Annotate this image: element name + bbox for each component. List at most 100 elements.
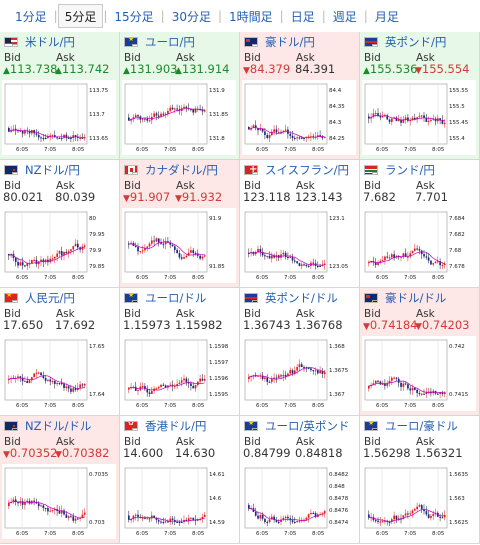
pair-header[interactable]: 米ドル/円 <box>4 35 75 49</box>
ask-value: 7.701 <box>415 190 448 204</box>
candle <box>282 130 285 133</box>
candle <box>416 248 418 250</box>
pair-name-link[interactable]: 豪ドル/円 <box>265 35 315 49</box>
pair-card[interactable]: ユーロ/ドルBidAsk1.159731.159821.15981.15971.… <box>120 288 240 416</box>
y-tick-label: 91.9 <box>209 216 222 222</box>
pair-name-link[interactable]: ユーロ/円 <box>145 35 195 49</box>
pair-name-link[interactable]: ランド/円 <box>385 163 435 177</box>
pair-card[interactable]: 豪ドル/円 Bid Ask ▼84.379 84.391 84.4 84.35 84.3 84.… <box>240 32 360 160</box>
pair-header[interactable]: 豪ドル/円 <box>244 35 315 49</box>
candle <box>439 261 441 266</box>
pair-card[interactable]: 人民元/円 Bid Ask 17.650 17.692 17.65 17.64 6:05 7:0… <box>0 288 120 416</box>
pair-name-link[interactable]: スイスフラン/円 <box>265 163 350 177</box>
pair-name-link[interactable]: ユーロ/英ポンド <box>265 419 350 433</box>
pair-name-link[interactable]: NZドル/円 <box>25 163 80 177</box>
tab-7[interactable]: 週足 <box>332 10 357 24</box>
pair-card[interactable]: カナダドル/円 Bid Ask ▼91.907 ▼91.932 91.9 91.85 6:05… <box>120 160 240 288</box>
pair-name-link[interactable]: 米ドル/円 <box>25 35 75 49</box>
mini-candlestick-chart[interactable]: 91.9 91.85 6:05 7:05 8:05 <box>122 208 236 283</box>
pair-card[interactable]: 香港ドル/円 Bid Ask 14.600 14.630 14.61 14.6 14.59 6:… <box>120 416 240 544</box>
pair-header[interactable]: スイスフラン/円 <box>244 163 349 177</box>
pair-name-link[interactable]: 豪ドル/ドル <box>385 291 447 305</box>
candle <box>388 257 391 259</box>
pair-card[interactable]: スイスフラン/円 Bid Ask 123.118 123.143 123.1 123.05 6… <box>240 160 360 288</box>
mini-candlestick-chart[interactable]: 1.5635 1.563 1.5625 6:05 7:05 8:05 <box>362 464 476 539</box>
pair-header[interactable]: ユーロ/英ポンド <box>244 419 349 433</box>
mini-candlestick-chart[interactable]: 0.8482 0.848 0.8478 0.8476 0.8474 6:05 7:05 8:0… <box>242 464 356 539</box>
flag-au-icon <box>244 37 258 47</box>
mini-candlestick-chart[interactable]: 80 79.95 79.9 79.85 6:05 7:05 8:05 <box>2 208 116 283</box>
tab-4[interactable]: 30分足 <box>171 10 211 24</box>
bid-value: ▼84.379 <box>243 62 291 76</box>
candle <box>409 513 412 515</box>
pair-name-link[interactable]: カナダドル/円 <box>145 163 218 177</box>
mini-candlestick-chart[interactable]: 113.75 113.7 113.65 6:05 7:05 8:05 <box>2 80 116 155</box>
mini-candlestick-chart[interactable]: 84.4 84.35 84.3 84.25 6:05 7:05 8:05 <box>242 80 356 155</box>
pair-card[interactable]: 豪ドル/ドル Bid Ask ▼0.74184 ▼0.74203 0.742 0.7415 6… <box>360 288 480 416</box>
pair-card[interactable]: ランド/円 Bid Ask 7.682 7.701 7.684 7.682 7.68 7.678… <box>360 160 480 288</box>
candle <box>70 516 72 518</box>
pair-header[interactable]: ユーロ/ドル <box>124 291 206 305</box>
pair-card[interactable]: 英ポンド/円 Bid Ask ▲155.536 ▼155.554 155.55 155.5 1… <box>360 32 480 160</box>
candle <box>12 499 15 503</box>
moving-average-line <box>8 501 85 519</box>
tab-5[interactable]: 1時間足 <box>229 10 273 24</box>
pair-header[interactable]: 香港ドル/円 <box>124 419 206 433</box>
pair-header[interactable]: ユーロ/豪ドル <box>364 419 458 433</box>
candle <box>171 244 174 247</box>
pair-card[interactable]: ユーロ/円BidAsk▲131.903▲131.914131.9131.8513… <box>120 32 240 160</box>
mini-candlestick-chart[interactable]: 0.7035 0.703 6:05 7:05 8:05 <box>2 464 116 539</box>
pair-card[interactable]: 米ドル/円 Bid Ask ▲113.738 ▲113.742 113.75 113.7 11… <box>0 32 120 160</box>
pair-header[interactable]: 豪ドル/ドル <box>364 291 446 305</box>
pair-name-link[interactable]: ユーロ/ドル <box>145 291 207 305</box>
mini-candlestick-chart[interactable]: 155.55 155.5 155.45 155.4 6:05 7:05 8:05 <box>362 80 476 155</box>
candle <box>439 118 441 120</box>
tab-6[interactable]: 日足 <box>290 10 315 24</box>
candle <box>42 259 45 263</box>
candle <box>305 264 308 266</box>
pair-name-link[interactable]: ユーロ/豪ドル <box>385 419 458 433</box>
candle <box>384 520 386 522</box>
pair-header[interactable]: ユーロ/円 <box>124 35 195 49</box>
mini-candlestick-chart[interactable]: 1.368 1.3675 1.367 6:05 7:05 8:05 <box>242 336 356 411</box>
pair-header[interactable]: NZドル/円 <box>4 163 80 177</box>
x-tick-label: 6:05 <box>376 275 389 281</box>
mini-candlestick-chart[interactable]: 131.9 131.85 131.8 6:05 7:05 8:05 <box>122 80 236 155</box>
pair-card[interactable]: ユーロ/豪ドルBidAsk1.562981.563211.56351.5631.… <box>360 416 480 544</box>
candle <box>58 383 61 385</box>
tab-2[interactable]: 5分足 <box>57 4 104 28</box>
candle <box>176 108 178 110</box>
pair-name-link[interactable]: NZドル/ドル <box>25 419 92 433</box>
pair-header[interactable]: NZドル/ドル <box>4 419 91 433</box>
mini-candlestick-chart[interactable]: 14.61 14.6 14.59 6:05 7:05 8:05 <box>122 464 236 539</box>
pair-card[interactable]: 英ポンド/ドル Bid Ask 1.36743 1.36768 1.368 1.3675 1.… <box>240 288 360 416</box>
candle <box>134 245 137 248</box>
pair-header[interactable]: 人民元/円 <box>4 291 75 305</box>
x-tick-label: 6:05 <box>16 531 29 537</box>
mini-candlestick-chart[interactable]: 123.1 123.05 6:05 7:05 8:05 <box>242 208 356 283</box>
pair-name-link[interactable]: 人民元/円 <box>25 291 75 305</box>
tab-8[interactable]: 月足 <box>374 10 399 24</box>
tab-1[interactable]: 1分足 <box>15 10 47 24</box>
pair-header[interactable]: 英ポンド/円 <box>364 35 446 49</box>
pair-header[interactable]: カナダドル/円 <box>124 163 218 177</box>
pair-card[interactable]: ユーロ/英ポンドBidAsk0.847990.848180.84820.8480… <box>240 416 360 544</box>
candle <box>368 385 370 389</box>
candle <box>416 389 418 393</box>
pair-card[interactable]: NZドル/ドル Bid Ask ▼0.70352 ▼0.70382 0.7035 0.703… <box>0 416 120 544</box>
pair-name-link[interactable]: 香港ドル/円 <box>145 419 207 433</box>
pair-name-link[interactable]: 英ポンド/円 <box>385 35 447 49</box>
pair-header[interactable]: 英ポンド/ドル <box>244 291 338 305</box>
candle <box>162 522 165 523</box>
mini-candlestick-chart[interactable]: 0.742 0.7415 6:05 7:05 8:05 <box>362 336 476 411</box>
pair-name-link[interactable]: 英ポンド/ドル <box>265 291 338 305</box>
mini-candlestick-chart[interactable]: 17.65 17.64 6:05 7:05 8:05 <box>2 336 116 411</box>
pair-card[interactable]: NZドル/円 Bid Ask 80.021 80.039 80 79.95 79.9 79.85… <box>0 160 120 288</box>
mini-candlestick-chart[interactable]: 7.684 7.682 7.68 7.678 6:05 7:05 8:05 <box>362 208 476 283</box>
candle <box>151 515 153 519</box>
candle <box>83 383 86 386</box>
tab-3[interactable]: 15分足 <box>114 10 154 24</box>
mini-candlestick-chart[interactable]: 1.1598 1.1597 1.1596 1.1595 6:05 7:05 8:05 <box>122 336 236 411</box>
pair-header[interactable]: ランド/円 <box>364 163 435 177</box>
y-tick-label: 84.25 <box>329 136 345 142</box>
